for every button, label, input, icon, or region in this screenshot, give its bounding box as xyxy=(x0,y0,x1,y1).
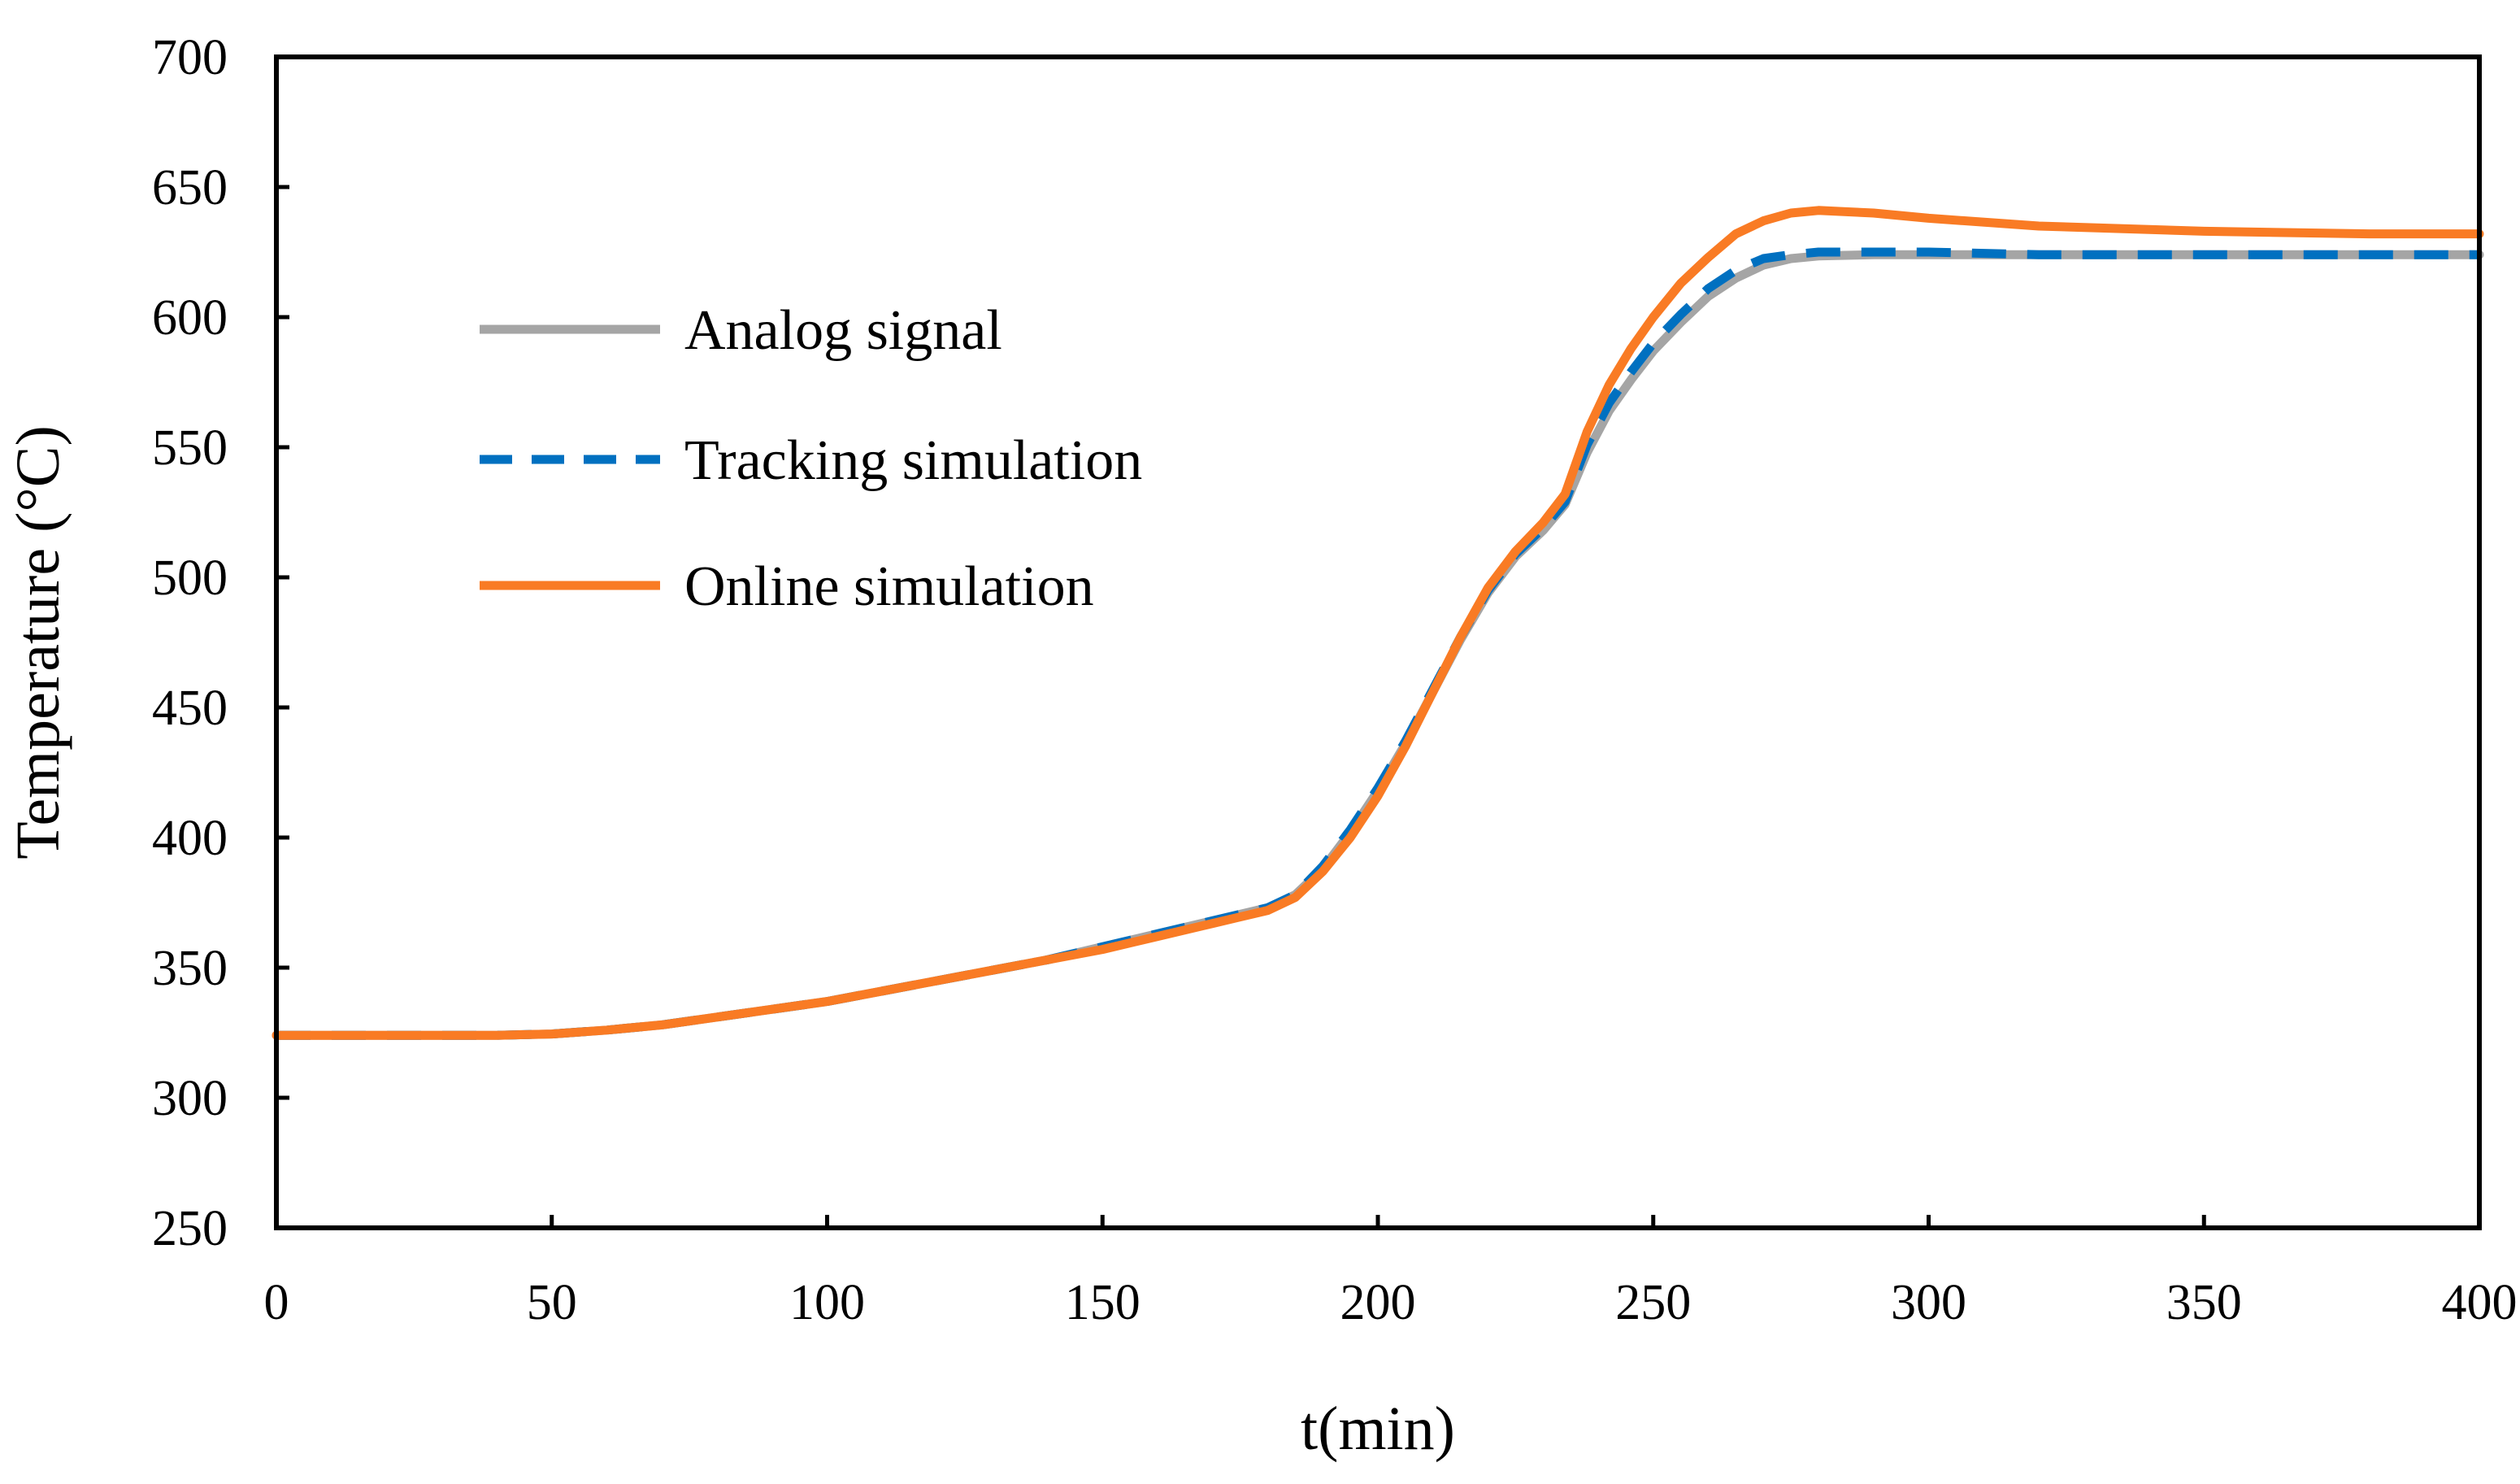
axis-tick-labels: 0 50 100 150 200 250 300 350 400 250 300 350 400 450 5… xyxy=(152,30,2518,1330)
y-tick-label: 400 xyxy=(152,811,228,866)
x-tick-label: 300 xyxy=(1891,1275,1966,1330)
y-tick-label: 350 xyxy=(152,941,228,996)
x-axis-title: t(min) xyxy=(1301,1395,1455,1463)
y-tick-label: 550 xyxy=(152,420,228,476)
y-tick-label: 600 xyxy=(152,290,228,346)
x-tick-label: 150 xyxy=(1065,1275,1141,1330)
x-tick-label: 200 xyxy=(1340,1275,1416,1330)
y-tick-label: 700 xyxy=(152,30,228,85)
legend: Analog signal Tracking simulation Online… xyxy=(480,299,1142,618)
y-tick-label: 250 xyxy=(152,1201,228,1256)
x-tick-label: 400 xyxy=(2442,1275,2518,1330)
y-tick-label: 450 xyxy=(152,681,228,736)
legend-label-analog-signal: Analog signal xyxy=(684,299,1002,362)
x-tick-label: 0 xyxy=(264,1275,289,1330)
x-tick-label: 50 xyxy=(527,1275,577,1330)
y-axis-title: Temperature (°C) xyxy=(4,425,72,860)
legend-label-tracking-simulation: Tracking simulation xyxy=(684,429,1142,492)
series-layer xyxy=(272,206,2484,1040)
series-line-online-simulation xyxy=(272,206,2484,1040)
y-tick-label: 500 xyxy=(152,551,228,606)
y-tick-label: 650 xyxy=(152,160,228,215)
legend-label-online-simulation: Online simulation xyxy=(684,555,1094,618)
x-tick-label: 350 xyxy=(2166,1275,2242,1330)
x-tick-label: 250 xyxy=(1615,1275,1691,1330)
x-tick-label: 100 xyxy=(789,1275,865,1330)
y-tick-label: 300 xyxy=(152,1071,228,1126)
axis-ticks xyxy=(274,54,2482,1230)
